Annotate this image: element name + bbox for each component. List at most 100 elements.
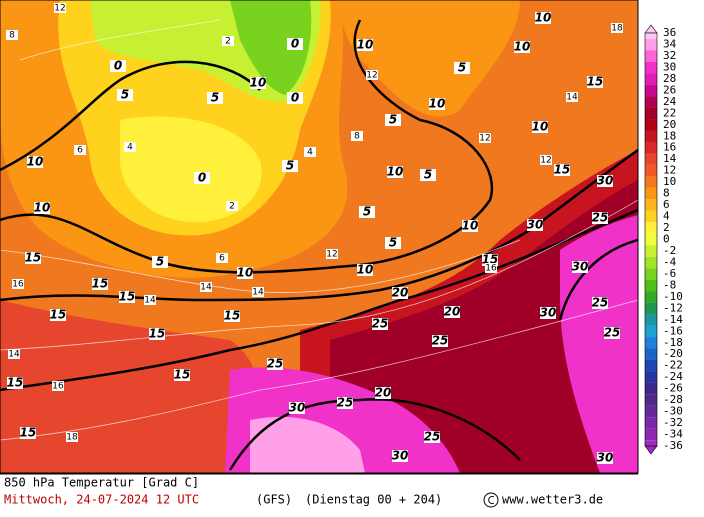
isotherm-label-box [485, 263, 497, 273]
copyright-icon [483, 492, 499, 508]
contour-label: 5 [286, 159, 294, 173]
colorbar-swatch [645, 119, 657, 131]
contour-label-box [392, 450, 408, 462]
contour-label: 5 [389, 236, 397, 250]
contour-label: 10 [27, 155, 44, 169]
colorbar-label: 6 [663, 198, 670, 211]
contour-label: 25 [432, 334, 449, 348]
isotherm-label: 14 [144, 296, 156, 306]
colorbar-swatch [645, 222, 657, 234]
isotherm-label-box [351, 131, 363, 141]
colorbar-arrow [644, 24, 658, 34]
colorbar-arrow [644, 445, 658, 455]
isotherm-label: 8 [9, 31, 15, 41]
contour-label: 15 [7, 376, 24, 390]
isotherm-label-box [326, 249, 338, 259]
isotherm-label-box [566, 92, 578, 102]
contour-label-box [287, 92, 303, 104]
colorbar-label: -22 [663, 359, 683, 372]
contour-label: 10 [357, 263, 374, 277]
isotherm-label: 12 [366, 71, 377, 81]
colorbar-swatch [645, 268, 657, 280]
isotherm-label: 16 [485, 264, 497, 274]
contour-label-box [337, 397, 353, 409]
isotherm-label-box [12, 279, 24, 289]
contour-label-box [424, 431, 440, 443]
contour-label-box [385, 237, 401, 249]
colorbar-label: -34 [663, 428, 683, 441]
isotherm-label: 14 [8, 350, 20, 360]
colorbar-swatch [645, 130, 657, 142]
contour-label-box [554, 164, 570, 176]
contour-label: 25 [592, 296, 609, 310]
colorbar-swatch [645, 141, 657, 154]
colorbar-frame [644, 32, 658, 447]
colorbar-label: -16 [663, 324, 683, 337]
isotherm-label-box [366, 70, 378, 80]
contour-label: 5 [458, 61, 466, 75]
colorbar-swatch [645, 84, 657, 97]
contour-label-box [34, 202, 50, 214]
colorbar-label: -12 [663, 301, 683, 314]
contour-label-box [387, 166, 403, 178]
isotherm-label: 12 [479, 134, 490, 144]
colorbar-swatch [645, 73, 657, 85]
colorbar-label: -4 [663, 255, 677, 268]
contour-label: 10 [514, 40, 531, 54]
contour-label-box [174, 369, 190, 381]
colorbar-swatch [645, 256, 657, 269]
contour-label-box [224, 310, 240, 322]
field-name: 850 hPa Temperatur [Grad C] [4, 476, 199, 490]
contour-label-box [50, 309, 66, 321]
contour-label: 10 [34, 201, 51, 215]
contour-label-box [604, 327, 620, 339]
valid-date: Mittwoch, 24-07-2024 12 UTC [4, 493, 199, 507]
isotherm-label: 16 [52, 382, 64, 392]
contour-label: 10 [387, 165, 404, 179]
contour-label-box [597, 452, 613, 464]
contour-label-box [429, 98, 445, 110]
colorbar-swatch [645, 371, 657, 383]
isotherm-label-box [479, 133, 491, 143]
colorbar-swatch [645, 33, 657, 39]
contour-label: 30 [597, 174, 614, 188]
colorbar-label: -24 [663, 370, 683, 383]
colorbar-swatch [645, 382, 657, 395]
contour-label: 20 [375, 386, 392, 400]
colorbar-label: -6 [663, 267, 676, 280]
contour-label-box [357, 39, 373, 51]
contour-label-box [287, 38, 303, 50]
colorbar-swatch [645, 314, 657, 326]
map-frame [0, 0, 639, 474]
contour-label: 10 [462, 219, 479, 233]
colorbar-label: 18 [663, 129, 676, 142]
colorbar-label: -18 [663, 336, 683, 349]
contour-label: 10 [535, 11, 552, 25]
contour-label-box [392, 287, 408, 299]
colorbar-label: -10 [663, 290, 683, 303]
contour-label-box [357, 264, 373, 276]
contour-label-box [237, 267, 253, 279]
map-labels: 10 10 5 5 0 5 10 10 10 10 10 10 5 5 5 5 10 10 15 15 15 15 15 15… [6, 3, 623, 465]
contour-label: 10 [250, 76, 267, 90]
colorbar-label: 14 [663, 152, 677, 165]
colorbar-swatch [645, 176, 657, 188]
contour-label: 25 [424, 430, 441, 444]
contour-label: 30 [597, 451, 614, 465]
contour-label-box [194, 172, 210, 184]
colorbar-swatch [645, 417, 657, 429]
colorbar-label: 24 [663, 95, 677, 108]
contour-label-box [527, 219, 543, 231]
colorbar-swatch [645, 325, 657, 338]
model-run: (Dienstag 00 + 204) [305, 493, 442, 507]
colorbar-label: 30 [663, 60, 676, 73]
colorbar-label: -30 [663, 405, 683, 418]
contour-label: 5 [424, 168, 432, 182]
isotherm-label: 6 [219, 254, 225, 264]
isotherm-label-box [540, 155, 552, 165]
colorbar-label: 4 [663, 210, 670, 223]
colorbar-label: 20 [663, 118, 676, 131]
colorbar-swatch [645, 337, 657, 349]
colorbar-label: 2 [663, 221, 670, 234]
